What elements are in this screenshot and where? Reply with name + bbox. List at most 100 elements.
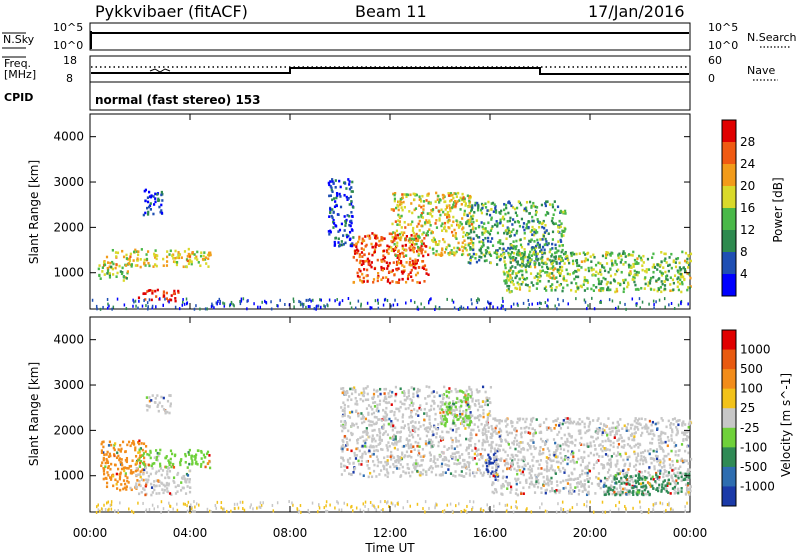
scatter-point <box>343 215 346 218</box>
scatter-point <box>381 448 384 451</box>
scatter-point <box>665 277 668 281</box>
scatter-point <box>512 240 515 243</box>
ground-scatter-point <box>547 298 549 302</box>
scatter-point <box>427 441 430 445</box>
scatter-point <box>154 256 157 259</box>
scatter-point <box>524 278 527 281</box>
scatter-point <box>669 423 672 427</box>
scatter-point <box>396 448 399 451</box>
scatter-point <box>397 461 400 464</box>
scatter-point <box>130 488 133 492</box>
scatter-point <box>384 460 387 464</box>
scatter-point <box>542 421 546 424</box>
scatter-point <box>636 428 640 431</box>
scatter-point <box>401 451 404 455</box>
scatter-point <box>491 427 494 431</box>
scatter-point <box>524 420 527 424</box>
scatter-point <box>153 488 156 492</box>
scatter-point <box>576 285 579 289</box>
scatter-point <box>382 399 385 403</box>
scatter-point <box>380 260 383 263</box>
scatter-point <box>530 206 533 209</box>
scatter-point <box>508 431 511 435</box>
scatter-point <box>661 272 665 275</box>
scatter-point <box>484 440 487 443</box>
scatter-point <box>520 472 523 475</box>
scatter-point <box>489 240 492 243</box>
scatter-point <box>429 459 432 462</box>
scatter-point <box>516 417 520 421</box>
scatter-point <box>539 423 542 427</box>
scatter-point <box>457 241 460 245</box>
scatter-point <box>403 248 406 252</box>
scatter-point <box>486 440 489 443</box>
scatter-point <box>668 463 672 467</box>
scatter-point <box>455 430 458 434</box>
scatter-point <box>467 446 470 450</box>
scatter-point <box>169 404 172 408</box>
scatter-point <box>597 427 600 431</box>
scatter-point <box>479 452 482 456</box>
scatter-point <box>530 476 534 480</box>
scatter-point <box>170 452 174 456</box>
scatter-point <box>589 451 592 455</box>
ground-scatter-point <box>614 306 617 310</box>
scatter-point <box>545 469 549 473</box>
scatter-point <box>616 462 619 465</box>
scatter-point <box>643 287 646 290</box>
scatter-point <box>624 255 627 258</box>
scatter-point <box>572 458 575 462</box>
scatter-point <box>340 406 343 409</box>
scatter-point <box>551 489 554 492</box>
scatter-point <box>502 252 505 256</box>
scatter-point <box>557 224 560 228</box>
scatter-point <box>676 280 680 284</box>
scatter-point <box>470 433 473 437</box>
scatter-point <box>162 294 166 298</box>
scatter-point <box>463 465 466 469</box>
scatter-point <box>531 233 534 237</box>
scatter-point <box>506 423 509 426</box>
scatter-point <box>460 202 463 206</box>
scatter-point <box>529 260 532 264</box>
scatter-point <box>417 434 420 437</box>
scatter-point <box>451 234 455 237</box>
scatter-point <box>159 210 162 214</box>
scatter-point <box>573 489 576 493</box>
scatter-point <box>534 250 537 254</box>
scatter-point <box>534 473 537 477</box>
scatter-point <box>394 235 397 238</box>
scatter-point <box>550 260 553 264</box>
scatter-point <box>121 249 124 253</box>
scatter-point <box>652 252 655 256</box>
scatter-point <box>138 448 141 452</box>
scatter-point <box>371 429 374 432</box>
scatter-point <box>665 425 668 429</box>
scatter-point <box>587 480 590 483</box>
scatter-point <box>116 271 119 275</box>
scatter-point <box>454 251 457 255</box>
scatter-point <box>661 448 665 452</box>
scatter-point <box>638 442 641 446</box>
scatter-point <box>142 452 146 455</box>
scatter-point <box>652 432 655 436</box>
scatter-point <box>441 419 444 422</box>
scatter-point <box>411 433 414 437</box>
scatter-point <box>448 199 452 203</box>
ground-scatter-point <box>390 304 392 308</box>
scatter-point <box>403 398 406 402</box>
scatter-point <box>103 453 106 457</box>
scatter-point <box>559 426 563 430</box>
scatter-point <box>601 433 604 437</box>
scatter-point <box>394 392 397 396</box>
scatter-point <box>583 456 586 459</box>
scatter-point <box>188 480 191 484</box>
ground-scatter-point <box>305 298 308 302</box>
scatter-point <box>445 213 448 216</box>
scatter-point <box>662 457 665 461</box>
scatter-point <box>510 290 513 293</box>
scatter-point <box>663 280 666 283</box>
scatter-point <box>559 255 562 258</box>
scatter-point <box>525 206 528 210</box>
